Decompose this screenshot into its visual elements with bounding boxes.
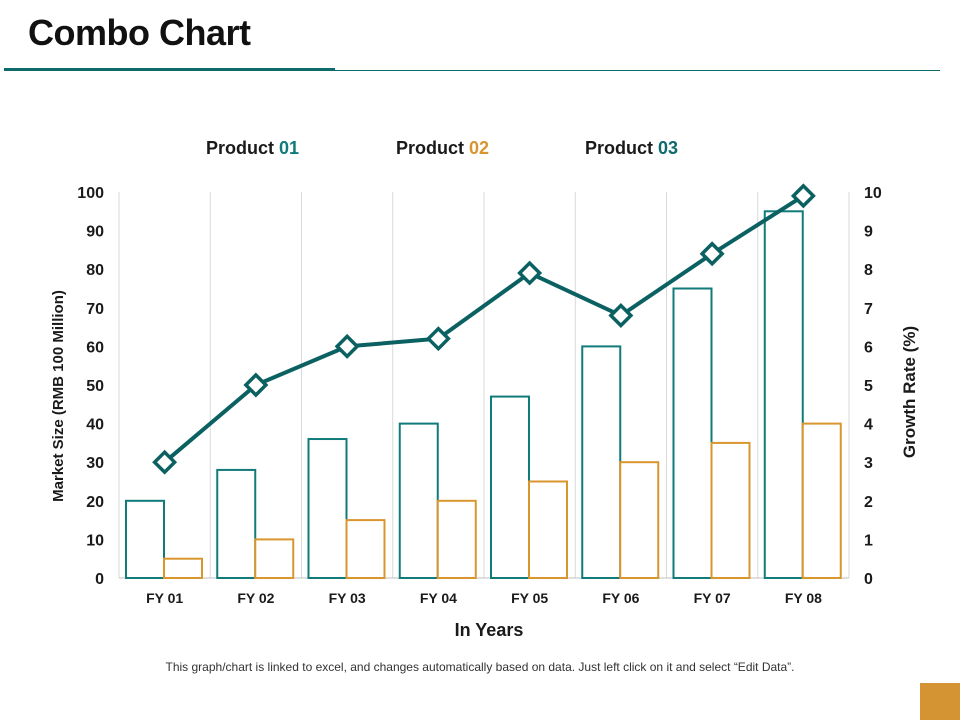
bar-product-01 (763, 210, 804, 580)
legend-label: Product (585, 138, 654, 158)
y2-tick-label: 5 (864, 378, 873, 395)
line-point-marker (243, 372, 269, 398)
corner-accent-box (920, 683, 960, 720)
line-point-marker (699, 241, 725, 267)
bar-product-01 (490, 395, 530, 579)
bar-product-01 (398, 422, 439, 579)
y-tick-label: 70 (86, 301, 104, 318)
x-tick-label: FY 01 (146, 590, 183, 606)
y2-tick-label: 8 (864, 262, 873, 279)
x-axis-title: In Years (455, 620, 524, 640)
bar-product-01 (307, 438, 348, 580)
y-tick-label: 50 (86, 378, 104, 395)
legend-item-product-01: Product 01 (206, 138, 299, 159)
y2-axis-title: Growth Rate (%) (900, 326, 919, 458)
x-tick-label: FY 04 (420, 590, 457, 606)
y-tick-label: 10 (86, 532, 104, 549)
y-tick-label: 20 (86, 494, 104, 511)
x-tick-label: FY 03 (329, 590, 366, 606)
legend-number: 01 (279, 138, 300, 158)
y2-tick-label: 9 (864, 224, 873, 241)
legend-label: Product (206, 138, 275, 158)
y2-tick-label: 3 (864, 455, 873, 472)
bar-product-02 (528, 480, 568, 579)
chart-ticks: FY 01 FY 02 FY 03 FY 04 FY 05 FY 06 FY 07 FY 08… (77, 185, 882, 606)
y-tick-label: 80 (86, 262, 104, 279)
bar-product-02 (254, 538, 295, 580)
footnote: This graph/chart is linked to excel, and… (165, 660, 795, 674)
bar-product-01 (672, 287, 713, 579)
bar-product-01 (125, 499, 165, 579)
bar-product-02 (710, 441, 751, 579)
bar-product-02 (345, 519, 386, 579)
line-product-03 (163, 194, 805, 464)
bar-product-02 (163, 557, 203, 580)
y2-tick-label: 1 (864, 532, 873, 549)
line-point-marker (425, 326, 451, 352)
legend-number: 02 (469, 138, 490, 158)
y-tick-label: 60 (86, 339, 104, 356)
x-tick-label: FY 02 (237, 590, 274, 606)
bar-product-02 (436, 499, 477, 579)
y-tick-label: 90 (86, 224, 104, 241)
x-tick-label: FY 07 (694, 590, 731, 606)
x-tick-label: FY 05 (511, 590, 548, 606)
y-tick-label: 30 (86, 455, 104, 472)
y2-tick-label: 4 (864, 417, 873, 434)
bar-product-02 (619, 461, 660, 580)
y2-tick-label: 6 (864, 339, 873, 356)
y2-tick-label: 10 (864, 185, 882, 202)
legend-item-product-03: Product 03 (585, 138, 678, 159)
chart-line (152, 183, 816, 475)
line-point-marker (790, 183, 816, 209)
bar-product-02 (801, 422, 842, 579)
legend-label: Product (396, 138, 465, 158)
y2-tick-label: 2 (864, 494, 873, 511)
y-tick-label: 40 (86, 417, 104, 434)
line-point-marker (334, 333, 360, 359)
legend-item-product-02: Product 02 (396, 138, 489, 159)
x-tick-label: FY 06 (602, 590, 639, 606)
bar-product-01 (216, 468, 257, 580)
chart-bars (125, 210, 842, 580)
y-tick-label: 100 (77, 185, 104, 202)
y2-tick-label: 7 (864, 301, 873, 318)
legend-number: 03 (658, 138, 679, 158)
y-tick-label: 0 (95, 571, 104, 588)
line-point-marker (608, 303, 634, 328)
y-axis-title: Market Size (RMB 100 Million) (50, 290, 67, 502)
page-title: Combo Chart (28, 12, 251, 53)
line-point-marker (152, 449, 178, 475)
title-underline-thin (335, 70, 940, 71)
line-point-marker (517, 260, 543, 286)
title-underline-thick (4, 68, 335, 71)
x-tick-label: FY 08 (785, 590, 822, 606)
bar-product-01 (581, 345, 622, 579)
y2-tick-label: 0 (864, 571, 873, 588)
